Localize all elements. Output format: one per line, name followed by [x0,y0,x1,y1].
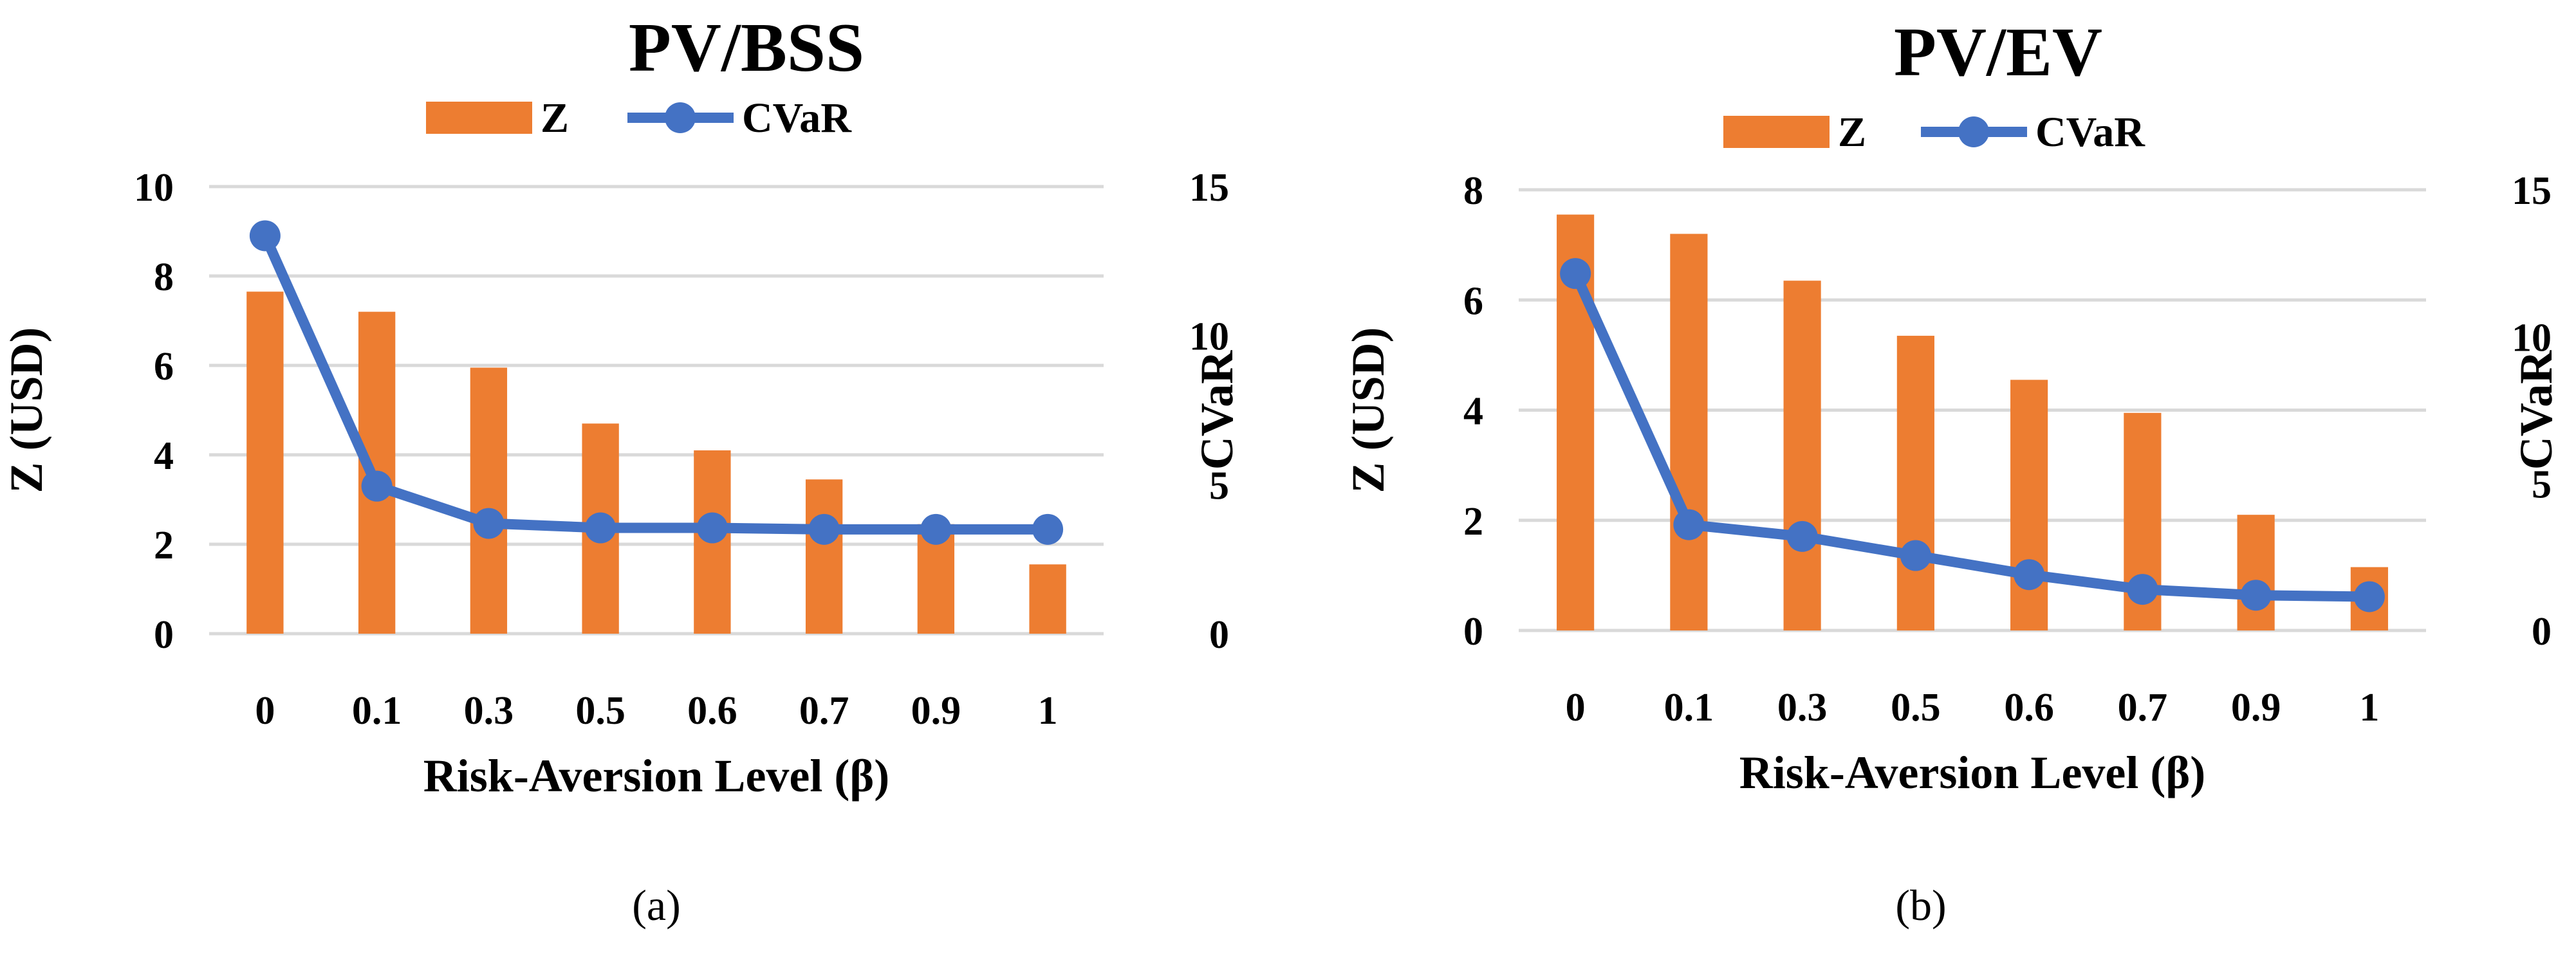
bar-z [2010,380,2048,630]
y-tick-label: 0 [154,613,174,657]
y-axis-label: Z (USD) [1,327,52,493]
y-tick-label: 8 [1463,169,1483,213]
chart-panel-b: 0 2 4 6 8 0 5 10 15 0 0.1 0.3 0.5 0.6 0.7 0.9 1 PV/EV Z CVa… [1342,14,2562,930]
point-cvar [808,513,840,545]
y2-axis-label: CVaR [1191,350,1243,470]
x-axis-label: Risk-Aversion Level (β) [423,750,890,802]
y-tick-label: 4 [154,434,174,478]
point-cvar [249,220,281,252]
point-cvar [696,512,728,544]
point-cvar [473,508,505,539]
y-tick-label: 2 [154,524,174,567]
point-cvar [2127,574,2158,605]
bar-z [1029,564,1066,634]
y2-tick-label: 10 [1189,315,1229,359]
legend-label-z: Z [541,95,569,142]
chart-panel-a: 0 2 4 6 8 10 0 5 10 15 0 0.1 0.3 0.5 0.6 0.7 0.9 1 PV/BSS Z… [1,10,1243,930]
legend-swatch-z [426,102,532,134]
x-tick-label: 0.7 [2118,686,2168,730]
bar-z [1670,234,1708,630]
x-tick-label: 0.1 [1664,686,1714,730]
x-axis-label: Risk-Aversion Level (β) [1739,747,2206,798]
x-tick-label: 1 [2359,686,2379,730]
x-tick-label: 0.6 [687,689,737,733]
legend-label-z: Z [1838,109,1866,156]
legend-label-cvar: CVaR [742,95,852,142]
x-tick-label: 1 [1038,689,1058,733]
y-tick-label: 4 [1463,390,1483,434]
point-cvar [920,513,952,545]
bar-z [805,479,843,634]
x-tick-label: 0.9 [911,689,961,733]
y-tick-label: 10 [134,166,174,210]
x-tick-label: 0 [255,689,275,733]
x-tick-label: 0 [1566,686,1586,730]
line-cvar [260,234,1048,535]
y-tick-label: 2 [1463,500,1483,544]
y-tick-label: 6 [154,345,174,389]
point-cvar [1032,513,1064,545]
y-axis-label: Z (USD) [1342,327,1394,493]
point-cvar [2240,580,2272,611]
x-tick-label: 0.1 [352,689,402,733]
chart-title: PV/BSS [629,10,864,86]
y-tick-label: 6 [1463,279,1483,323]
point-cvar [1673,509,1705,540]
point-cvar [1900,540,1931,571]
x-tick-label: 0.5 [575,689,625,733]
point-cvar [361,470,393,502]
y-tick-label: 0 [1463,610,1483,654]
x-tick-label: 0.9 [2231,686,2281,730]
y2-tick-label: 15 [1189,166,1229,210]
point-cvar [2014,559,2045,591]
bar-z [2237,515,2275,630]
point-cvar [585,512,616,544]
bar-z [470,367,508,634]
x-tick-label: 0.5 [1891,686,1941,730]
y2-tick-label: 5 [2532,463,2552,507]
point-cvar [2353,581,2385,612]
y2-tick-label: 15 [2512,169,2552,213]
point-cvar [1560,258,1591,290]
panel-label: (b) [1895,881,1946,930]
x-tick-label: 0.6 [2004,686,2054,730]
line-cvar [1570,271,2369,602]
legend-swatch-z [1723,116,1830,148]
legend-swatch-cvar-marker [1958,116,1989,147]
panel-label: (a) [632,881,680,930]
y-tick-label: 8 [154,255,174,299]
y2-tick-label: 5 [1209,464,1229,508]
chart-title: PV/EV [1894,14,2102,91]
y2-tick-label: 0 [2532,610,2552,654]
legend-label-cvar: CVaR [2035,109,2145,156]
bar-z [246,291,284,634]
point-cvar [1786,520,1818,552]
legend-swatch-cvar-marker [665,102,696,133]
y2-tick-label: 10 [2512,316,2552,360]
bar-z [1783,280,1821,630]
x-tick-label: 0.3 [464,689,514,733]
y2-tick-label: 0 [1209,613,1229,657]
y2-axis-label: CVaR [2510,350,2562,470]
x-tick-label: 0.3 [1777,686,1828,730]
bar-z [1896,335,1934,630]
x-tick-label: 0.7 [799,689,849,733]
